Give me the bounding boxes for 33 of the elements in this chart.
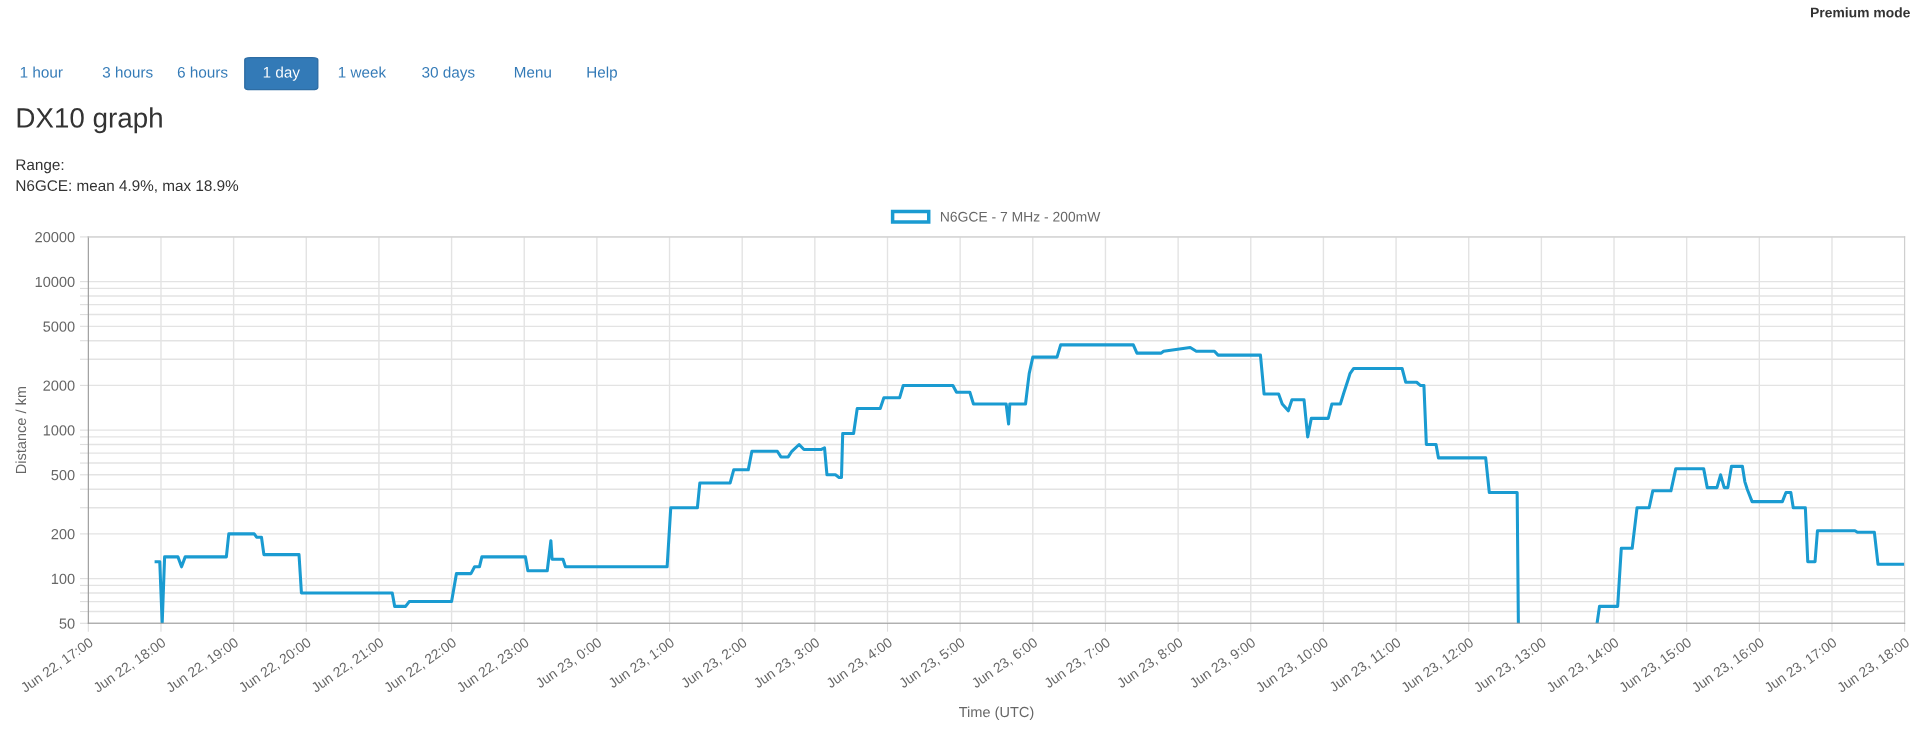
- text: Help: [587, 66, 617, 81]
- chart-subtitle: Range: N6GCE: mean 4.9%, max 18.9%: [16, 159, 239, 193]
- text: 1 week: [338, 66, 387, 78]
- y-tick-label: 20000: [35, 232, 75, 243]
- text: Premium mode: [1810, 7, 1910, 18]
- x-tick-label: Jun 23, 6:00: [970, 637, 1040, 690]
- text: 1 hour: [20, 66, 63, 78]
- text: 30 days: [422, 66, 475, 81]
- x-tick-label: Jun 23, 2:00: [679, 637, 749, 690]
- x-tick-label: Jun 23, 8:00: [1115, 637, 1185, 690]
- x-tick-label: Jun 23, 3:00: [752, 637, 822, 690]
- y-tick-label: 500: [51, 469, 75, 481]
- y-tick-label: 100: [51, 573, 75, 585]
- x-tick-label: Jun 23, 5:00: [897, 637, 967, 690]
- text: 1 day: [263, 66, 300, 81]
- legend-label: N6GCE - 7 MHz - 200mW: [940, 211, 1101, 222]
- y-tick-label: 5000: [43, 321, 75, 332]
- y-tick-label: 50: [59, 618, 75, 629]
- x-tick-label: Jun 23, 9:00: [1188, 637, 1258, 690]
- text: 6 hours: [177, 66, 228, 78]
- y-axis-title: Distance / km: [15, 386, 27, 474]
- x-axis-title: Time (UTC): [959, 706, 1034, 721]
- x-tick-label: Jun 23, 7:00: [1043, 637, 1112, 690]
- y-tick-label: 200: [51, 529, 75, 540]
- x-tick-label: Jun 23, 1:00: [607, 637, 676, 690]
- y-tick-label: 1000: [43, 425, 75, 436]
- chart-title: DX10 graph: [17, 107, 162, 134]
- text: 3 hours: [102, 66, 153, 78]
- x-tick-label: Jun 23, 4:00: [825, 637, 894, 690]
- text: Menu: [514, 67, 551, 78]
- y-tick-label: 2000: [43, 380, 75, 391]
- x-tick-label: Jun 23, 0:00: [534, 637, 604, 690]
- y-tick-label: 10000: [35, 276, 75, 288]
